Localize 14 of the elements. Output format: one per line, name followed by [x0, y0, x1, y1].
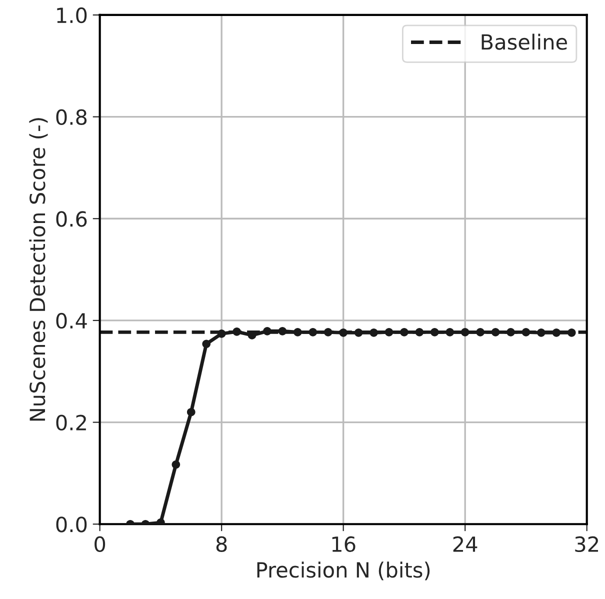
y-tick-label: 0.2	[56, 414, 86, 431]
x-tick-label: 0	[94, 536, 106, 552]
y-tick-label: 0.0	[56, 516, 87, 532]
x-tick-label: 8	[216, 536, 227, 552]
y-tick-label: 0.4	[56, 312, 87, 329]
y-tick-label: 1.0	[57, 7, 87, 24]
x-tick-label: 16	[332, 536, 356, 552]
x-tick-label: 32	[575, 536, 598, 552]
legend-label: Baseline	[482, 34, 567, 50]
y-axis-title: NuScenes Detection Score (-)	[29, 118, 48, 421]
x-tick-label: 24	[453, 536, 478, 552]
x-axis-title: Precision N (bits)	[257, 562, 430, 580]
y-tick-label: 0.8	[56, 109, 87, 126]
y-tick-label: 0.6	[56, 211, 87, 227]
